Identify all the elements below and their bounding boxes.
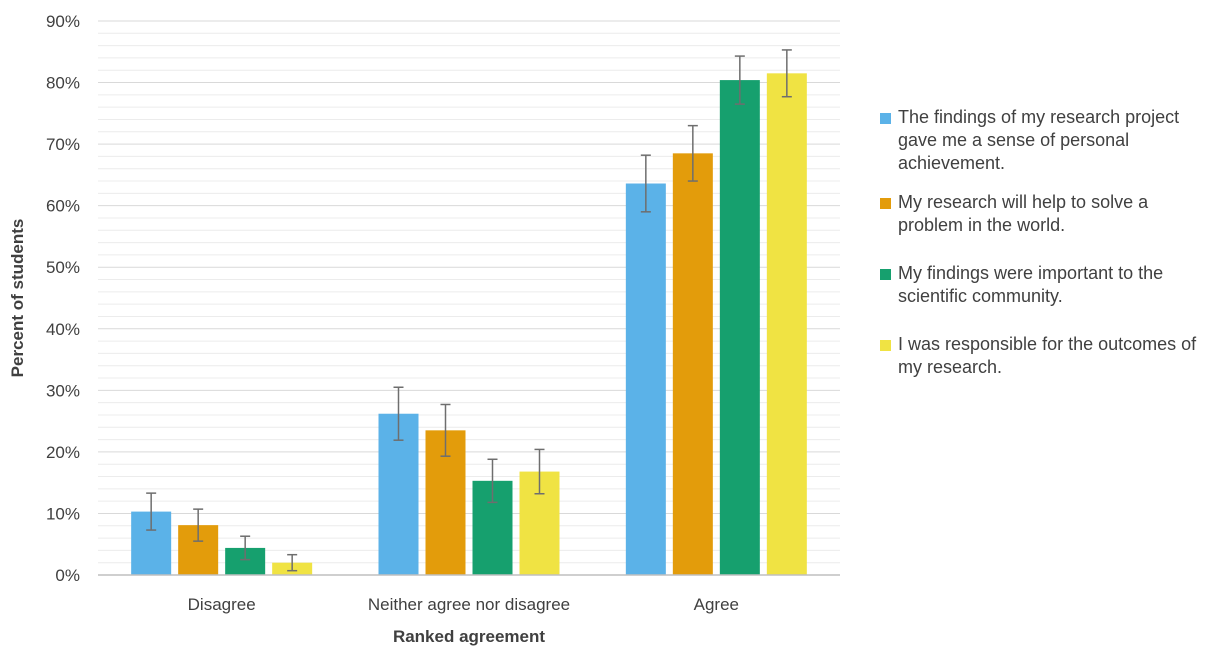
legend-swatch [880,113,891,124]
y-tick-labels: 0% 10% 20% 30% 40% 50% 60% 70% 80% 90% [46,12,80,585]
error-bars [146,49,792,572]
y-tick-label: 90% [46,12,80,31]
error-bar [393,386,404,441]
legend-swatch [880,198,891,209]
y-tick-label: 70% [46,135,80,154]
x-tick-label: Neither agree nor disagree [368,595,570,614]
y-tick-label: 80% [46,74,80,93]
error-bar [240,535,251,561]
bar [719,80,760,576]
x-tick-label: Agree [694,595,739,614]
error-bar [687,124,698,182]
legend-label: I was responsible for the outcomes of my… [898,334,1197,377]
legend-label: The findings of my research project gave… [898,107,1180,173]
y-tick-label: 50% [46,258,80,277]
error-bar [734,55,745,105]
x-axis-title: Ranked agreement [393,627,545,646]
y-tick-label: 0% [55,566,80,585]
y-tick-label: 30% [46,381,80,400]
x-tick-label: Disagree [188,595,256,614]
error-bar [640,154,651,213]
legend-swatch [880,269,891,280]
bar [672,153,713,575]
bar [625,183,666,576]
y-tick-label: 60% [46,197,80,216]
legend-swatch [880,340,891,351]
legend-label: My research will help to solve a problem… [898,192,1149,235]
error-bar [193,508,204,542]
minor-gridlines [98,32,840,564]
y-tick-label: 20% [46,443,80,462]
y-axis-title: Percent of students [8,219,27,378]
error-bar [287,553,298,572]
legend: The findings of my research project gave… [880,106,1208,395]
error-bar [146,492,157,531]
legend-item: My findings were important to the scient… [880,262,1208,308]
error-bar [487,458,498,504]
major-gridlines [98,20,840,514]
error-bar [440,403,451,457]
legend-item: My research will help to solve a problem… [880,191,1208,237]
y-tick-label: 40% [46,320,80,339]
legend-item: I was responsible for the outcomes of my… [880,333,1208,379]
error-bar [781,49,792,98]
x-tick-labels: Disagree Neither agree nor disagree Agree [188,595,739,614]
y-tick-label: 10% [46,504,80,523]
legend-label: My findings were important to the scient… [898,263,1164,306]
legend-item: The findings of my research project gave… [880,106,1208,175]
error-bar [534,448,545,495]
bars [131,73,807,576]
bar [766,73,807,576]
